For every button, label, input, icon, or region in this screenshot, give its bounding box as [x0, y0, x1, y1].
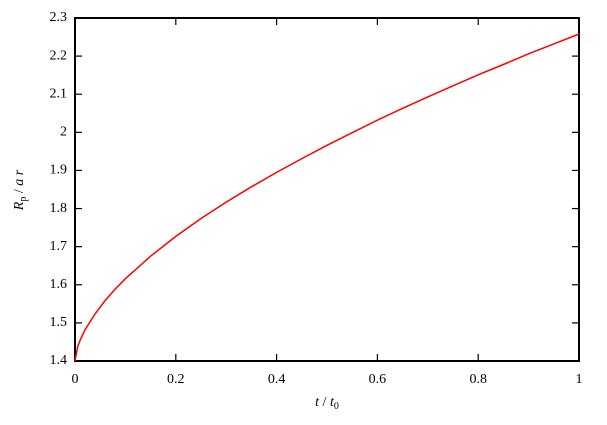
y-label-part: a r	[12, 169, 27, 186]
y-tick-label: 2.2	[50, 48, 68, 63]
x-label-part: t	[315, 395, 320, 410]
x-label-sub: 0	[334, 401, 339, 412]
plot-frame	[74, 17, 580, 362]
x-tick-label: 0.6	[369, 372, 387, 387]
y-tick-label: 1.8	[50, 201, 68, 216]
x-tick-label: 0.8	[469, 372, 487, 387]
y-tick-label: 1.9	[50, 163, 68, 178]
y-tick-label: 2.1	[50, 86, 68, 101]
y-label-part: R	[12, 201, 27, 211]
y-tick-label: 1.7	[50, 239, 68, 254]
x-tick-label: 0.4	[268, 372, 286, 387]
y-tick-label: 2.3	[50, 10, 68, 25]
y-axis-label: Rp / a r	[12, 169, 29, 211]
y-tick-label: 1.6	[50, 277, 68, 292]
y-label-part: /	[12, 186, 27, 197]
x-label-part: t	[330, 395, 335, 410]
y-tick-label: 1.4	[50, 353, 68, 368]
x-axis-label: t / t0	[315, 395, 339, 412]
x-label-part: /	[319, 395, 330, 410]
x-tick-label: 0.2	[167, 372, 185, 387]
line-series	[74, 33, 580, 362]
x-tick-label: 0	[72, 372, 79, 387]
y-tick-label: 1.5	[50, 315, 68, 330]
y-label-sub: p	[18, 197, 29, 202]
x-tick-label: 1	[576, 372, 583, 387]
y-tick-label: 2	[60, 125, 67, 140]
